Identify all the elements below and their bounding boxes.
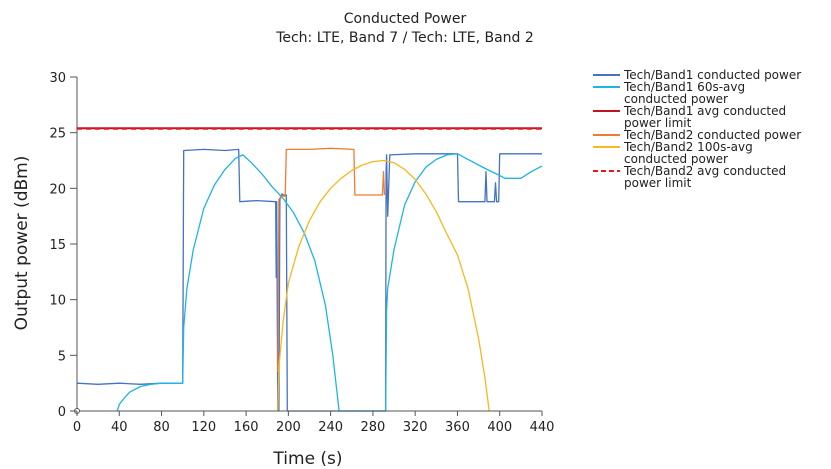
y-tick-label: 25 xyxy=(49,127,66,142)
legend-label-4: Tech/Band2 conducted power xyxy=(623,128,801,142)
legend-label-3: Tech/Band1 avg conducted power limit xyxy=(623,104,786,130)
chart-subtitle: Tech: LTE, Band 7 / Tech: LTE, Band 2 xyxy=(275,30,534,46)
y-tick-label: 5 xyxy=(58,349,66,364)
legend-label-5: Tech/Band2 100s-avg conducted power xyxy=(623,140,753,166)
x-tick-label: 240 xyxy=(318,420,343,435)
series-line-4 xyxy=(277,147,386,373)
x-tick-label: 400 xyxy=(487,420,512,435)
x-tick-label: 360 xyxy=(445,420,470,435)
x-tick-label: 280 xyxy=(360,420,385,435)
y-tick-label: 0 xyxy=(58,405,66,420)
series-line-1 xyxy=(76,148,542,412)
y-tick-label: 15 xyxy=(49,238,66,253)
series-line-2 xyxy=(116,153,543,412)
x-tick-label: 160 xyxy=(234,420,259,435)
y-tick-label: 30 xyxy=(49,71,66,86)
x-tick-label: 40 xyxy=(111,420,128,435)
legend-label-6: Tech/Band2 avg conducted power limit xyxy=(623,164,786,190)
chart-title: Conducted Power xyxy=(344,11,467,27)
x-axis-label: Time (s) xyxy=(272,449,342,469)
x-tick-label: 200 xyxy=(276,420,301,435)
legend-label-2: Tech/Band1 60s-avg conducted power xyxy=(623,80,745,106)
y-axis-label: Output power (dBm) xyxy=(12,156,32,331)
plot-series xyxy=(76,127,543,412)
series-line-5 xyxy=(277,159,490,412)
legend-label-1: Tech/Band1 conducted power xyxy=(623,68,801,82)
x-tick-label: 80 xyxy=(153,420,170,435)
x-tick-label: 440 xyxy=(530,420,555,435)
y-tick-label: 10 xyxy=(49,294,66,309)
x-tick-label: 120 xyxy=(191,420,216,435)
x-tick-label: 320 xyxy=(403,420,428,435)
x-axis-ticks: 0 40 80 120 160 200 240 280 320 360 400 440 xyxy=(73,411,555,435)
y-tick-label: 20 xyxy=(49,182,66,197)
y-axis-ticks: 0 5 10 15 20 25 30 xyxy=(49,71,77,420)
x-tick-label: 0 xyxy=(73,420,81,435)
